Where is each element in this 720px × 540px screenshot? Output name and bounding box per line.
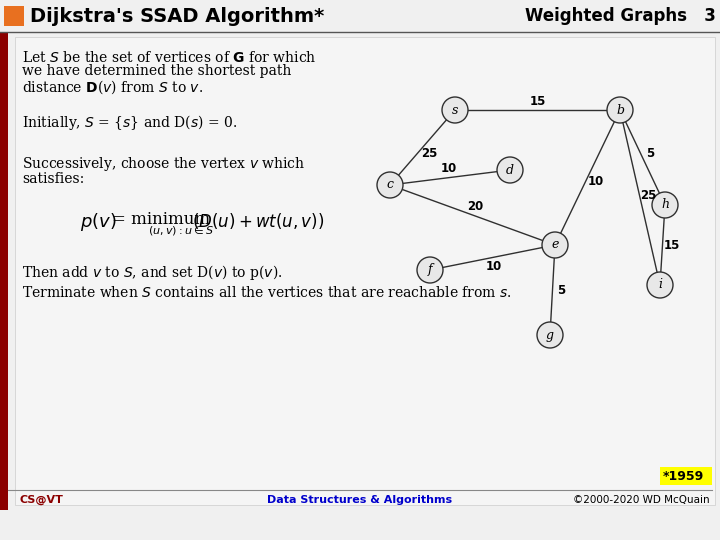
Text: 15: 15 <box>663 239 680 252</box>
Text: Data Structures & Algorithms: Data Structures & Algorithms <box>267 495 453 505</box>
Text: s: s <box>452 104 458 117</box>
Text: Dijkstra's SSAD Algorithm*: Dijkstra's SSAD Algorithm* <box>30 6 324 25</box>
Text: d: d <box>506 164 514 177</box>
Text: c: c <box>387 179 394 192</box>
Text: Weighted Graphs   3: Weighted Graphs 3 <box>525 7 716 25</box>
Circle shape <box>497 157 523 183</box>
Text: 10: 10 <box>441 162 457 175</box>
Text: 5: 5 <box>647 147 654 160</box>
Text: $(D(u) + wt(u, v))$: $(D(u) + wt(u, v))$ <box>192 211 324 231</box>
Text: Terminate when $\it{S}$ contains all the vertices that are reachable from $\it{s: Terminate when $\it{S}$ contains all the… <box>22 285 512 300</box>
Text: $(u,v): u\in S$: $(u,v): u\in S$ <box>148 224 214 237</box>
Bar <box>0 32 8 510</box>
Text: h: h <box>661 199 669 212</box>
Bar <box>8 32 720 510</box>
Text: e: e <box>552 239 559 252</box>
Text: $p(v)$: $p(v)$ <box>80 211 117 233</box>
Text: 5: 5 <box>557 284 566 297</box>
Text: 20: 20 <box>467 200 484 213</box>
Text: 15: 15 <box>529 94 546 107</box>
Bar <box>4 6 24 26</box>
Text: Initially, $\it{S}$ = {$\it{s}$} and D($\it{s}$) = 0.: Initially, $\it{S}$ = {$\it{s}$} and D($… <box>22 113 237 132</box>
Circle shape <box>442 97 468 123</box>
Text: 10: 10 <box>588 175 604 188</box>
Circle shape <box>607 97 633 123</box>
Text: we have determined the shortest path: we have determined the shortest path <box>22 64 292 78</box>
Circle shape <box>652 192 678 218</box>
Circle shape <box>417 257 443 283</box>
Text: distance $\mathbf{D}$($\it{v}$) from $\it{S}$ to $\it{v}$.: distance $\mathbf{D}$($\it{v}$) from $\i… <box>22 78 203 96</box>
Circle shape <box>377 172 403 198</box>
Text: *1959: *1959 <box>663 469 704 483</box>
Text: f: f <box>428 264 432 276</box>
Text: 25: 25 <box>641 189 657 202</box>
Text: CS@VT: CS@VT <box>20 495 64 505</box>
Bar <box>0 0 720 32</box>
Text: i: i <box>658 279 662 292</box>
Circle shape <box>542 232 568 258</box>
Text: 10: 10 <box>486 260 503 273</box>
Circle shape <box>537 322 563 348</box>
Text: g: g <box>546 328 554 341</box>
Bar <box>15 37 715 505</box>
Text: Successively, choose the vertex $\it{v}$ which: Successively, choose the vertex $\it{v}$… <box>22 155 305 173</box>
Circle shape <box>647 272 673 298</box>
Text: ©2000-2020 WD McQuain: ©2000-2020 WD McQuain <box>573 495 710 505</box>
Bar <box>660 467 712 485</box>
Text: b: b <box>616 104 624 117</box>
Text: = minimum: = minimum <box>112 211 210 228</box>
Text: 25: 25 <box>421 147 438 160</box>
Text: satisfies:: satisfies: <box>22 172 84 186</box>
Text: Then add $\it{v}$ to $\it{S}$, and set D($\it{v}$) to p($\it{v}$).: Then add $\it{v}$ to $\it{S}$, and set D… <box>22 263 282 282</box>
Text: Let $\it{S}$ be the set of vertices of $\mathbf{G}$ for which: Let $\it{S}$ be the set of vertices of $… <box>22 50 317 65</box>
